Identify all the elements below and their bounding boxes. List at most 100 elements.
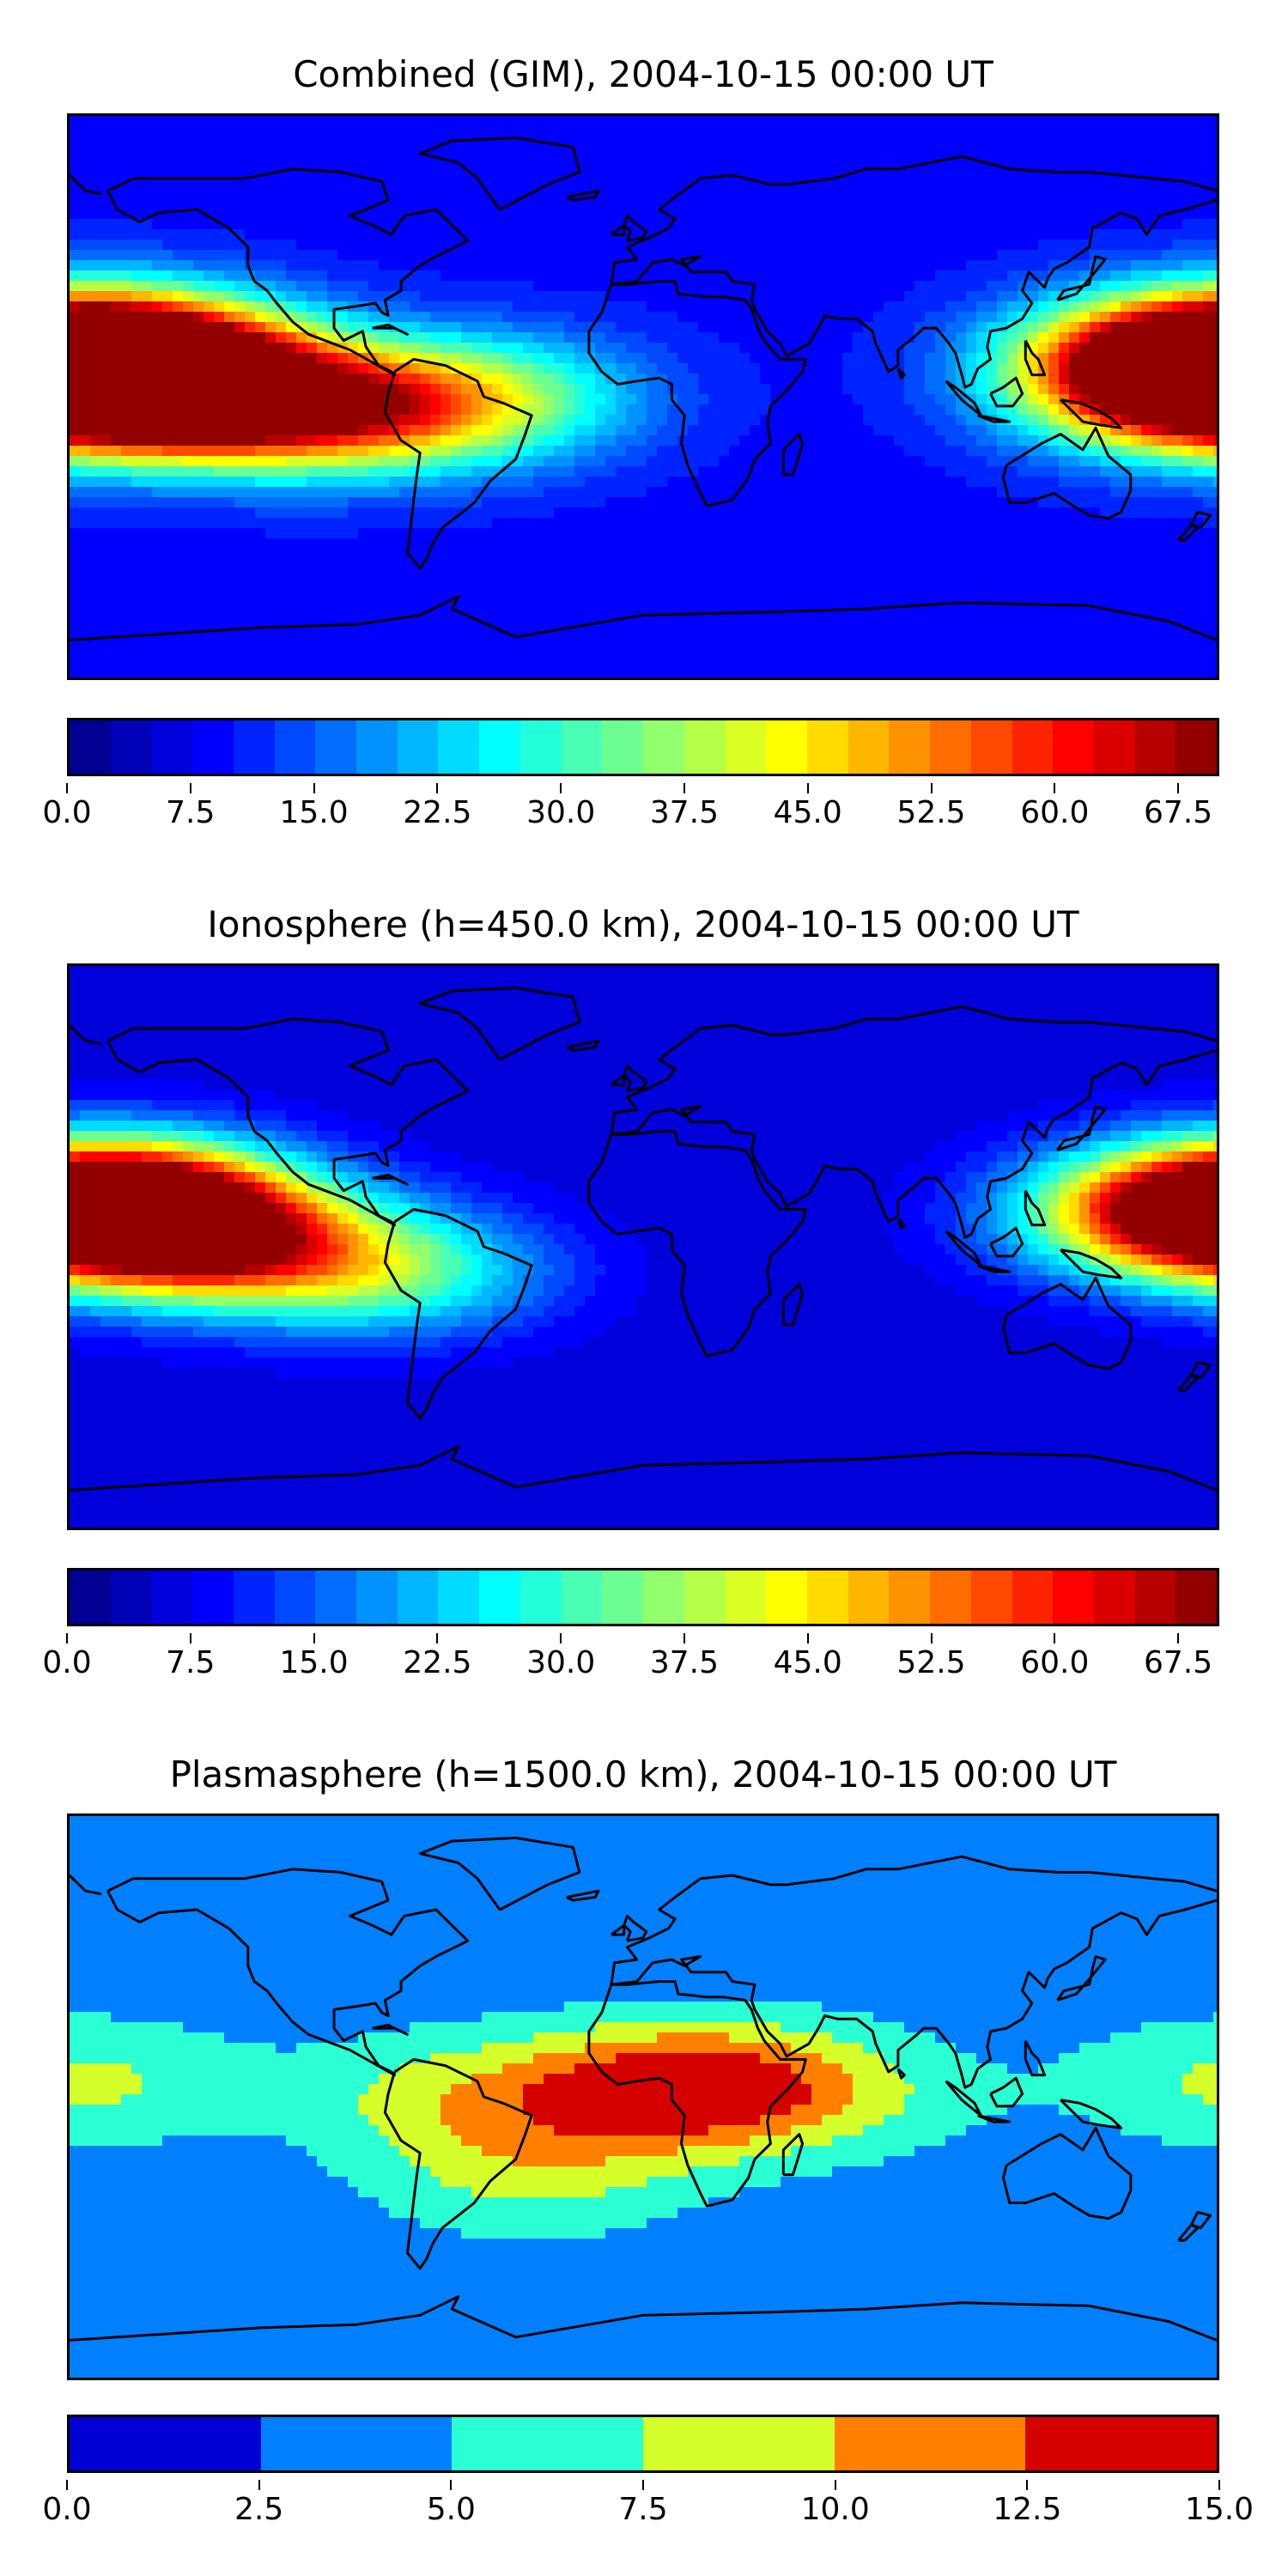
coastline-segment: [106, 1868, 470, 2077]
panel-3-colorbar: [67, 2415, 1219, 2473]
coastline-segment: [896, 368, 906, 380]
colorbar-tick-mark: [930, 783, 933, 793]
colorbar-level: [725, 720, 767, 774]
colorbar-level: [602, 720, 644, 774]
colorbar-tick-label: 22.5: [403, 1645, 472, 1680]
colorbar-level: [479, 1571, 520, 1624]
colorbar-level: [1093, 1571, 1135, 1624]
coastline-segment: [70, 173, 102, 196]
colorbar-tick-mark: [683, 783, 685, 793]
coastline-segment: [611, 1073, 626, 1086]
colorbar-tick-label: 60.0: [1020, 1645, 1090, 1680]
colorbar-level: [233, 720, 275, 774]
colorbar-level: [315, 1571, 357, 1624]
coastline-segment: [383, 2057, 533, 2270]
colorbar-level: [683, 1571, 726, 1624]
coastline-segment: [566, 189, 600, 202]
colorbar-tick-label: 5.0: [426, 2492, 476, 2527]
coastline-segment: [70, 595, 1217, 641]
colorbar-tick-label: 0.0: [42, 1645, 92, 1680]
colorbar-tick-label: 7.5: [166, 795, 216, 830]
coastline-segment: [1001, 426, 1133, 520]
colorbar-tick-mark: [1177, 1633, 1180, 1643]
colorbar-tick-mark: [806, 783, 809, 793]
colorbar-tick-mark: [66, 1633, 68, 1643]
colorbar-tick-mark: [560, 783, 562, 793]
colorbar-tick-mark: [66, 783, 68, 793]
colorbar-tick-label: 37.5: [649, 795, 719, 830]
coastline-segment: [1024, 2039, 1047, 2077]
colorbar-tick-label: 10.0: [800, 2492, 870, 2527]
panel-2-map: [67, 963, 1219, 1530]
colorbar-tick-mark: [313, 783, 315, 793]
colorbar-level: [1012, 1571, 1054, 1624]
colorbar-level: [233, 1571, 275, 1624]
coastline-segment: [989, 2076, 1024, 2108]
colorbar-level: [561, 720, 603, 774]
coastline-segment: [566, 1039, 600, 1052]
coastline-segment: [1177, 1373, 1200, 1392]
colorbar-level: [70, 2417, 261, 2470]
colorbar-tick-label: 15.0: [279, 795, 349, 830]
colorbar-level: [192, 1571, 234, 1624]
colorbar-tick-label: 30.0: [526, 1645, 596, 1680]
coastline-segment: [896, 1218, 906, 1230]
colorbar-level: [1176, 720, 1218, 774]
colorbar-tick-label: 22.5: [403, 795, 472, 830]
colorbar-tick-label: 30.0: [526, 795, 596, 830]
colorbar-level: [519, 720, 562, 774]
coastline-segment: [945, 2080, 982, 2117]
colorbar-level: [356, 1571, 398, 1624]
colorbar-tick-mark: [1177, 783, 1180, 793]
colorbar-level: [834, 2417, 1026, 2470]
coastline-segment: [945, 380, 982, 417]
coastline-segment: [418, 1836, 581, 1911]
coastline-segment: [611, 1048, 1217, 1239]
colorbar-tick-label: 15.0: [279, 1645, 349, 1680]
coastline-segment: [70, 2295, 1217, 2342]
coastline-segment: [566, 1889, 600, 1902]
colorbar-tick-label: 37.5: [649, 1645, 719, 1680]
colorbar-level: [110, 1571, 152, 1624]
coastline-segment: [781, 1283, 805, 1327]
panel-3-map: [67, 1814, 1219, 2380]
colorbar-tick-label: 2.5: [234, 2492, 284, 2527]
coastline-segment: [610, 155, 1217, 285]
coastline-segment: [1001, 1276, 1133, 1370]
coastline-segment: [1060, 1249, 1123, 1279]
colorbar-level: [1134, 720, 1176, 774]
coastline-segment: [587, 1980, 807, 2208]
coastline-segment: [106, 1018, 470, 1227]
colorbar-level: [1025, 2417, 1218, 2470]
colorbar-level: [356, 720, 398, 774]
colorbar-level: [889, 720, 931, 774]
colorbar-level: [970, 1571, 1012, 1624]
panel-1-title: Combined (GIM), 2004-10-15 00:00 UT: [293, 53, 993, 95]
coastline-segment: [623, 214, 648, 242]
colorbar-level: [848, 720, 890, 774]
colorbar-level: [519, 1571, 562, 1624]
colorbar-tick-label: 67.5: [1143, 1645, 1213, 1680]
coastline-segment: [1056, 1105, 1107, 1151]
colorbar-tick-mark: [189, 783, 191, 793]
coastline-segment: [372, 1173, 409, 1186]
colorbar-level: [274, 720, 316, 774]
colorbar-level: [806, 720, 848, 774]
colorbar-level: [766, 1571, 807, 1624]
panel-3-title: Plasmasphere (h=1500.0 km), 2004-10-15 0…: [169, 1753, 1117, 1795]
colorbar-tick-label: 0.0: [42, 2492, 92, 2527]
colorbar-level: [848, 1571, 890, 1624]
colorbar-level: [479, 720, 520, 774]
colorbar-tick-label: 52.5: [896, 795, 966, 830]
coastline-segment: [383, 1207, 533, 1420]
colorbar-tick-mark: [1054, 1633, 1056, 1643]
colorbar-tick-mark: [258, 2480, 260, 2490]
colorbar-tick-mark: [1026, 2480, 1029, 2490]
coastline-segment: [896, 2068, 906, 2080]
coastline-segment: [1056, 1955, 1107, 2002]
colorbar-tick-mark: [806, 1633, 809, 1643]
coastline-segment: [989, 1226, 1024, 1258]
coastline-segment: [587, 1130, 807, 1358]
coastline-segment: [1056, 255, 1107, 301]
panel-1-colorbar: [67, 718, 1219, 776]
